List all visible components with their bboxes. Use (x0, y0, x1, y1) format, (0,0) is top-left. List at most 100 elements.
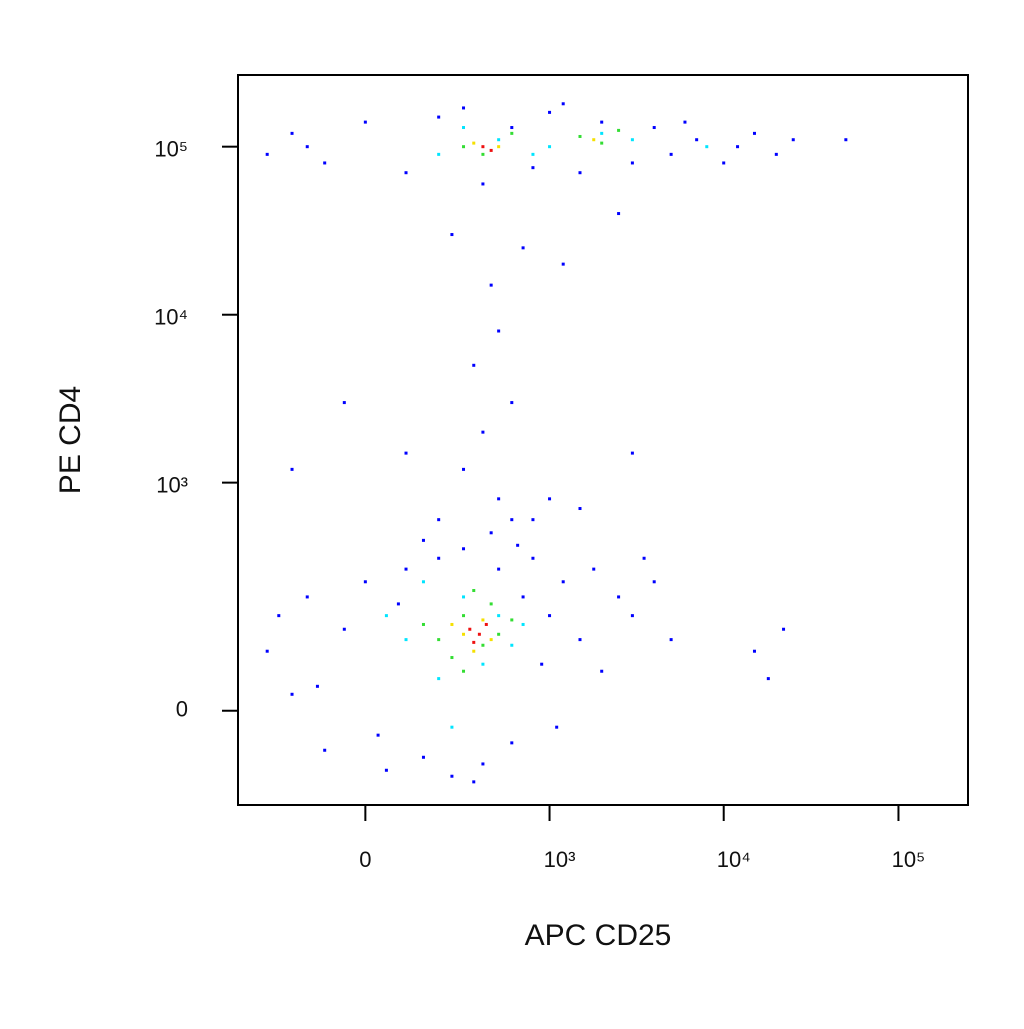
data-point (342, 401, 346, 405)
data-point (323, 748, 327, 752)
data-point (481, 152, 485, 156)
data-point (489, 148, 493, 152)
data-point (481, 643, 485, 647)
data-point (305, 595, 309, 599)
data-point (592, 138, 596, 142)
data-point (421, 580, 425, 584)
data-point (548, 497, 552, 501)
data-point (531, 166, 535, 170)
data-point (844, 138, 848, 142)
data-point (489, 283, 493, 287)
data-point (450, 656, 454, 660)
data-point (265, 649, 269, 653)
data-point (323, 161, 327, 165)
data-point (462, 614, 466, 618)
data-point (521, 622, 525, 626)
data-point (437, 556, 441, 560)
data-point (489, 638, 493, 642)
y-tick-label: 10³ (156, 472, 188, 497)
data-point (484, 622, 488, 626)
data-point (481, 430, 485, 434)
data-point (766, 677, 770, 681)
data-point (578, 171, 582, 175)
data-point (450, 725, 454, 729)
data-point (540, 662, 544, 666)
data-point (510, 741, 514, 745)
data-point (497, 567, 501, 571)
data-point (497, 138, 501, 142)
data-point (472, 589, 476, 593)
data-point (315, 684, 319, 688)
x-axis-label: APC CD25 (525, 919, 672, 952)
x-tick-label: 0 (359, 847, 371, 872)
data-point (617, 212, 621, 216)
data-point (462, 126, 466, 130)
data-point (516, 543, 520, 547)
data-point (265, 152, 269, 156)
data-point (396, 602, 400, 606)
data-point (652, 580, 656, 584)
data-point (468, 627, 472, 631)
data-point (510, 518, 514, 522)
data-point (384, 614, 388, 618)
data-point (421, 755, 425, 759)
data-point (437, 152, 441, 156)
data-point (510, 401, 514, 405)
data-point (510, 126, 514, 130)
data-point (497, 145, 501, 149)
data-point (548, 145, 552, 149)
data-point (510, 643, 514, 647)
data-point (510, 618, 514, 622)
data-point (561, 580, 565, 584)
data-point (404, 451, 408, 455)
data-point (450, 233, 454, 237)
data-point (437, 115, 441, 119)
data-point (752, 649, 756, 653)
data-point (305, 145, 309, 149)
data-point (489, 602, 493, 606)
data-point (462, 632, 466, 636)
data-point (722, 161, 726, 165)
data-point (600, 131, 604, 135)
data-point (630, 614, 634, 618)
data-point (548, 614, 552, 618)
data-point (705, 145, 709, 149)
data-point (481, 145, 485, 149)
data-point (462, 547, 466, 551)
data-point (363, 580, 367, 584)
x-tick-label: 10⁴ (717, 847, 751, 872)
data-point (561, 102, 565, 106)
data-point (695, 138, 699, 142)
data-point (472, 141, 476, 145)
data-point (290, 131, 294, 135)
data-point (404, 638, 408, 642)
data-point (404, 567, 408, 571)
data-point (472, 780, 476, 784)
data-point (578, 638, 582, 642)
data-point (578, 507, 582, 511)
data-point (531, 518, 535, 522)
data-point (290, 467, 294, 471)
data-point (531, 152, 535, 156)
y-tick-label: 10⁴ (154, 305, 188, 330)
data-point (384, 768, 388, 772)
data-point (472, 649, 476, 653)
x-tick-label: 10³ (544, 847, 576, 872)
data-point (642, 556, 646, 560)
data-point (630, 161, 634, 165)
data-point (462, 467, 466, 471)
data-point (277, 614, 281, 618)
data-point (669, 638, 673, 642)
data-point (421, 622, 425, 626)
x-tick-label: 10⁵ (892, 847, 926, 872)
data-point (450, 774, 454, 778)
data-point (592, 567, 596, 571)
data-point (472, 363, 476, 367)
data-point (531, 556, 535, 560)
data-point (437, 677, 441, 681)
data-point (497, 632, 501, 636)
y-axis-label: PE CD4 (54, 386, 87, 494)
data-point (450, 622, 454, 626)
data-point (462, 595, 466, 599)
